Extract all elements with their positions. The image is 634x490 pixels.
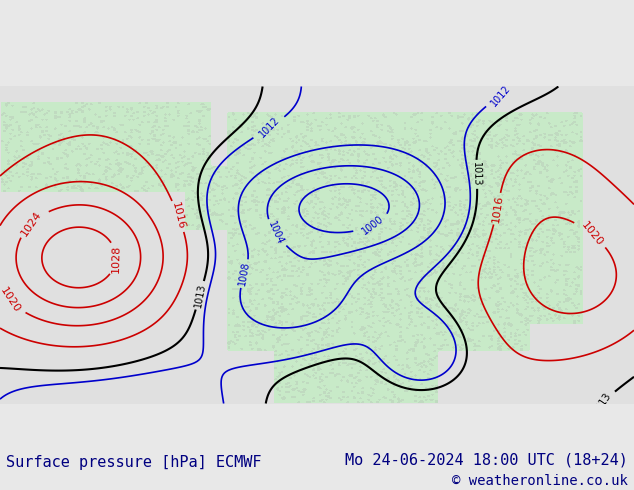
Text: 1000: 1000 — [361, 214, 386, 236]
Text: 1020: 1020 — [0, 286, 22, 315]
Text: 1028: 1028 — [110, 244, 121, 272]
Text: 1020: 1020 — [579, 220, 604, 248]
Text: 1024: 1024 — [20, 209, 44, 238]
Text: 1008: 1008 — [238, 261, 252, 287]
Text: 1012: 1012 — [257, 115, 281, 140]
Text: 1004: 1004 — [266, 220, 285, 246]
Text: 1013: 1013 — [193, 282, 207, 308]
Text: 1013: 1013 — [592, 391, 613, 416]
Text: © weatheronline.co.uk: © weatheronline.co.uk — [452, 474, 628, 488]
Text: 1013: 1013 — [472, 162, 482, 187]
Text: 1012: 1012 — [489, 83, 512, 108]
Text: Surface pressure [hPa] ECMWF: Surface pressure [hPa] ECMWF — [6, 455, 262, 470]
Text: Mo 24-06-2024 18:00 UTC (18+24): Mo 24-06-2024 18:00 UTC (18+24) — [345, 452, 628, 467]
Text: 1016: 1016 — [171, 201, 186, 231]
Text: 1016: 1016 — [491, 194, 504, 223]
